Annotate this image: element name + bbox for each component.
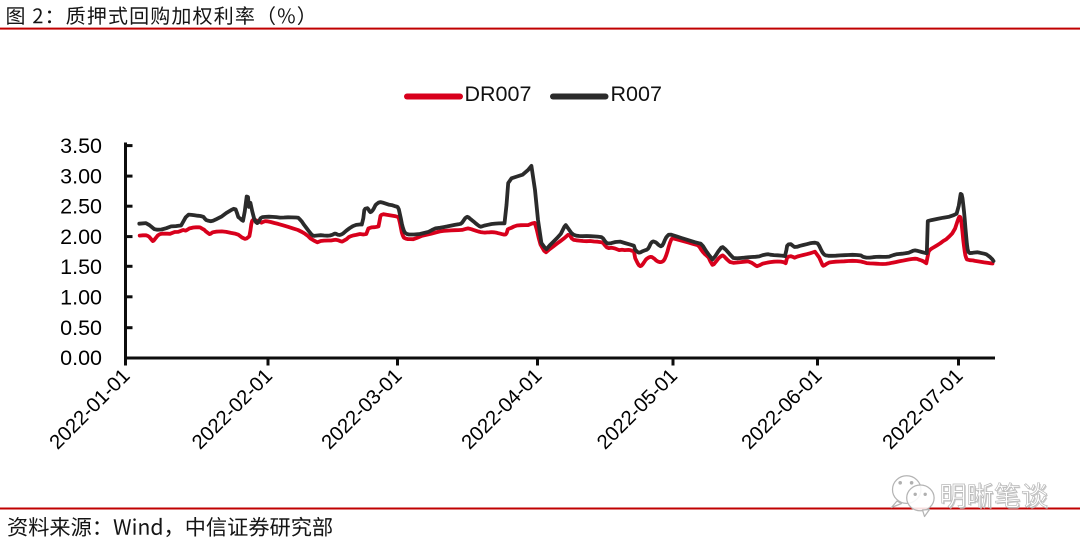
svg-text:3.50: 3.50 [60,134,102,158]
svg-text:2.00: 2.00 [60,225,102,249]
svg-text:DR007: DR007 [465,82,532,106]
svg-text:0.50: 0.50 [60,316,102,340]
svg-text:2.50: 2.50 [60,195,102,219]
svg-text:R007: R007 [611,82,662,106]
svg-text:3.00: 3.00 [60,165,102,189]
svg-text:1.50: 1.50 [60,255,102,279]
svg-text:0.00: 0.00 [60,346,102,370]
svg-text:1.00: 1.00 [60,285,102,309]
